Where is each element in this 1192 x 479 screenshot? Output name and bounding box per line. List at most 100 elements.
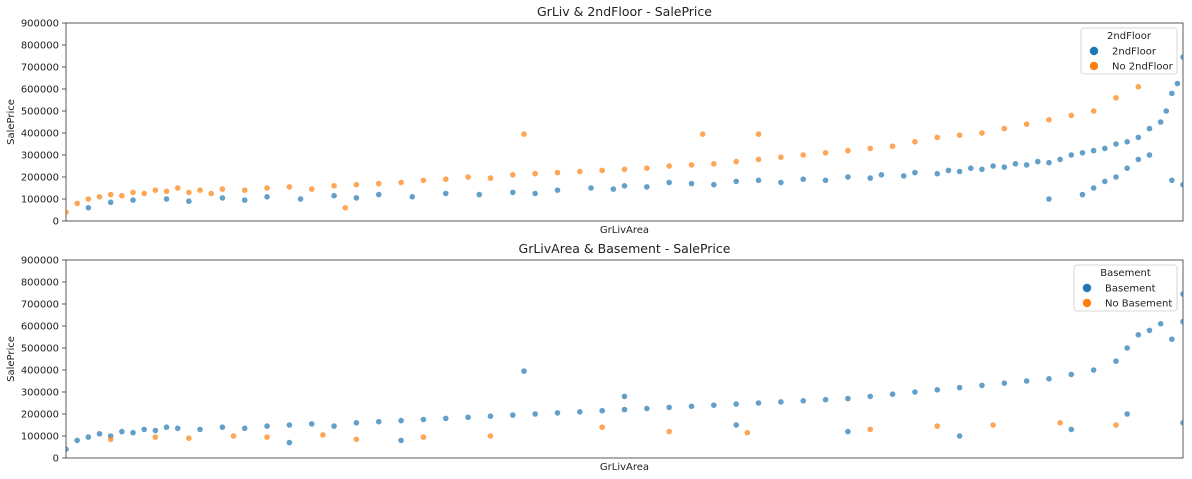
data-point [219, 186, 226, 192]
data-point [96, 194, 103, 200]
data-point [945, 167, 952, 174]
data-point [711, 402, 717, 409]
y-tick-label: 200000 [21, 173, 59, 184]
data-point [1180, 54, 1183, 60]
data-point [331, 192, 337, 199]
series-1 [66, 291, 1183, 452]
data-point [1135, 156, 1142, 163]
data-point [666, 163, 672, 169]
data-point [1023, 121, 1030, 127]
data-point [934, 423, 941, 429]
data-point [163, 424, 170, 431]
legend-box [1073, 264, 1178, 312]
y-tick-label: 700000 [21, 63, 59, 74]
data-point [688, 162, 695, 168]
legend-label: No Basement [1105, 299, 1172, 310]
data-point [208, 190, 215, 197]
data-point [733, 158, 739, 165]
data-point [308, 421, 315, 427]
y-tick-label: 600000 [21, 85, 59, 96]
data-point [956, 433, 963, 439]
data-point [186, 198, 192, 204]
data-point [107, 436, 114, 443]
data-point [1169, 336, 1175, 343]
data-point [1034, 158, 1041, 165]
data-point [107, 191, 114, 198]
data-point [141, 190, 147, 197]
data-point [264, 434, 270, 440]
data-point [934, 134, 941, 141]
y-tick-label: 800000 [21, 278, 59, 289]
data-point [342, 205, 349, 211]
data-point [711, 181, 717, 188]
data-point [666, 179, 672, 186]
data-point [532, 411, 538, 417]
legend-label: 2ndFloor [1112, 47, 1157, 58]
data-point [264, 423, 270, 429]
data-point [241, 187, 248, 193]
data-point [1001, 125, 1008, 132]
data-point [197, 426, 203, 433]
data-point [398, 437, 404, 444]
data-point [152, 434, 159, 440]
data-point [130, 429, 136, 436]
legend-label: No 2ndFloor [1112, 62, 1174, 73]
data-point [956, 132, 963, 138]
data-point [174, 425, 181, 432]
data-point [476, 191, 483, 198]
data-point [398, 179, 404, 186]
data-point [219, 424, 226, 431]
data-point [755, 131, 762, 137]
data-point [956, 168, 963, 175]
y-tick-label: 900000 [21, 19, 59, 30]
data-point [1146, 125, 1153, 132]
data-point [610, 186, 617, 192]
y-tick-label: 400000 [21, 129, 59, 140]
data-point [1157, 321, 1164, 327]
data-point [331, 183, 337, 189]
data-point [487, 175, 494, 181]
data-point [644, 405, 650, 412]
y-tick-label: 200000 [21, 410, 59, 421]
data-point [1113, 95, 1119, 101]
legend-label: Basement [1105, 284, 1156, 295]
legend-marker [1089, 46, 1099, 56]
data-point [66, 446, 69, 452]
data-point [1146, 327, 1153, 334]
data-point [286, 422, 293, 428]
data-point [130, 189, 136, 196]
y-tick-label: 600000 [21, 322, 59, 333]
data-point [822, 396, 829, 403]
legend-title: 2ndFloor [1107, 31, 1152, 42]
chart-panel-1: GrLiv & 2ndFloor - SalePrice 0 100000 20000… [6, 4, 1184, 236]
data-point [1169, 177, 1175, 184]
data-point [1169, 90, 1175, 97]
data-point [800, 176, 807, 182]
data-point [822, 150, 829, 156]
data-point [442, 415, 449, 422]
data-point [845, 147, 851, 154]
points-layer [66, 291, 1183, 452]
y-tick-label: 300000 [21, 388, 59, 399]
data-point [465, 414, 471, 421]
data-point [375, 191, 382, 198]
data-point [755, 400, 762, 406]
data-point [1079, 150, 1086, 156]
data-point [577, 168, 583, 175]
data-point [1046, 159, 1052, 166]
data-point [286, 184, 293, 190]
data-point [755, 156, 762, 163]
legend: Basement Basement No Basement [1073, 264, 1178, 312]
data-point [510, 172, 516, 178]
data-point [1023, 162, 1030, 168]
data-point [521, 368, 527, 374]
data-point [912, 389, 918, 395]
data-point [1124, 139, 1130, 145]
data-point [1180, 181, 1183, 188]
data-point [85, 205, 92, 211]
data-point [1135, 134, 1142, 141]
data-point [867, 145, 874, 152]
data-point [733, 401, 739, 407]
data-point [1163, 108, 1170, 114]
data-point [778, 179, 784, 186]
